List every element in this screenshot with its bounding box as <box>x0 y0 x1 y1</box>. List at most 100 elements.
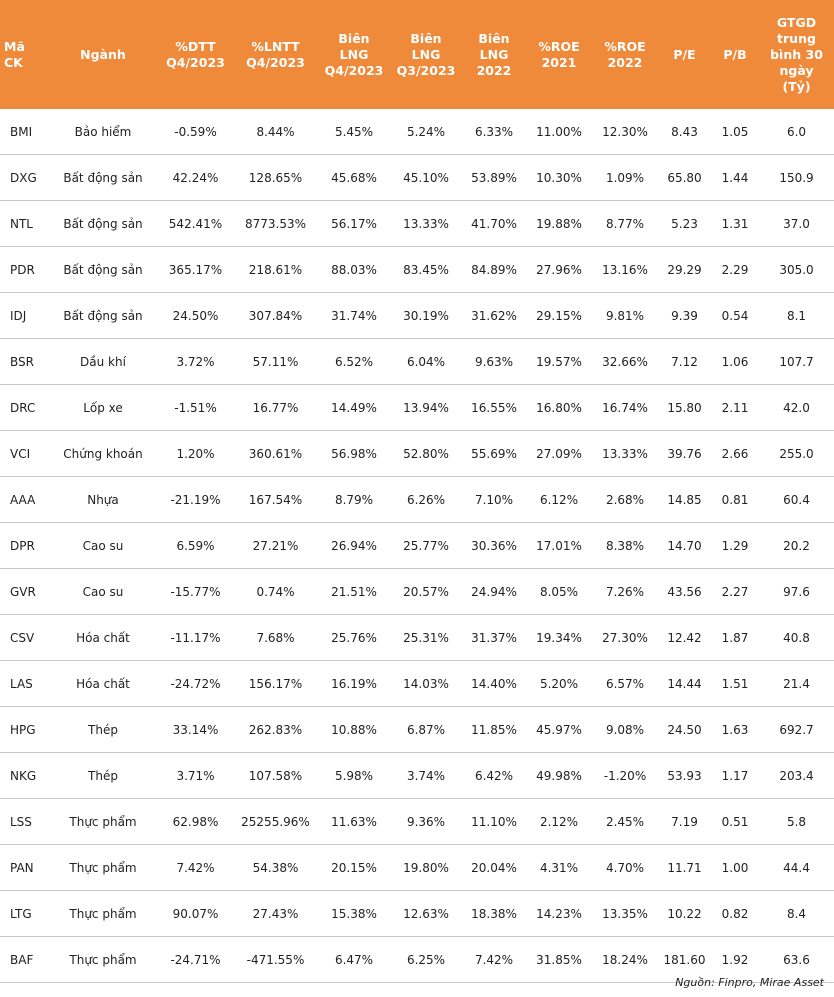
table-cell: 45.10% <box>390 154 462 201</box>
table-cell: 1.63 <box>711 706 759 753</box>
table-cell: 53.93 <box>658 752 711 799</box>
table-row: IDJ Bất động sản 24.50% 307.84% 31.74% 30.19%… <box>0 292 834 339</box>
table-cell: 27.30% <box>592 614 658 661</box>
table-cell: 18.24% <box>592 936 658 983</box>
table-row: HPG Thép 33.14% 262.83% 10.88% 6.87% 11.85% 45.… <box>0 706 834 753</box>
cell-ticker: BAF <box>0 936 48 983</box>
cell-industry: Bất động sản <box>48 200 158 247</box>
table-cell: 6.47% <box>318 936 390 983</box>
table-cell: 1.09% <box>592 154 658 201</box>
table-cell: 84.89% <box>462 246 526 293</box>
table-cell: 6.52% <box>318 338 390 385</box>
table-cell: 15.38% <box>318 890 390 937</box>
cell-industry: Nhựa <box>48 476 158 523</box>
table-row: NTL Bất động sản 542.41% 8773.53% 56.17% 13.3… <box>0 200 834 247</box>
table-cell: 83.45% <box>390 246 462 293</box>
table-cell: 8.77% <box>592 200 658 247</box>
table-cell: 6.59% <box>158 522 233 569</box>
table-cell: 7.42% <box>462 936 526 983</box>
table-row: LAS Hóa chất -24.72% 156.17% 16.19% 14.03% 14.… <box>0 660 834 707</box>
table-cell: 52.80% <box>390 430 462 477</box>
table-cell: 6.57% <box>592 660 658 707</box>
table-cell: 45.68% <box>318 154 390 201</box>
table-cell: -1.20% <box>592 752 658 799</box>
table-cell: 10.30% <box>526 154 592 201</box>
table-cell: -24.71% <box>158 936 233 983</box>
table-cell: 255.0 <box>759 430 834 477</box>
table-cell: 97.6 <box>759 568 834 615</box>
table-cell: 8.38% <box>592 522 658 569</box>
table-cell: 16.74% <box>592 384 658 431</box>
table-cell: 15.80 <box>658 384 711 431</box>
table-cell: 1.05 <box>711 109 759 155</box>
table-cell: 5.8 <box>759 798 834 845</box>
table-cell: 13.33% <box>390 200 462 247</box>
table-cell: 6.33% <box>462 109 526 155</box>
table-cell: 4.31% <box>526 844 592 891</box>
table-row: LTG Thực phẩm 90.07% 27.43% 15.38% 12.63% 18.3… <box>0 890 834 937</box>
table-cell: 305.0 <box>759 246 834 293</box>
table-row: DXG Bất động sản 42.24% 128.65% 45.68% 45.10%… <box>0 154 834 201</box>
source-note: Nguồn: Finpro, Mirae Asset <box>675 976 824 989</box>
table-cell: 43.56 <box>658 568 711 615</box>
table-cell: 11.63% <box>318 798 390 845</box>
table-cell: 5.45% <box>318 109 390 155</box>
table-cell: 6.26% <box>390 476 462 523</box>
table-cell: 2.27 <box>711 568 759 615</box>
cell-ticker: LAS <box>0 660 48 707</box>
header-nganh: Ngành <box>48 0 158 109</box>
table-cell: 12.30% <box>592 109 658 155</box>
table-cell: 45.97% <box>526 706 592 753</box>
table-cell: 1.92 <box>711 936 759 983</box>
cell-ticker: NKG <box>0 752 48 799</box>
table-row: NKG Thép 3.71% 107.58% 5.98% 3.74% 6.42% 49.98%… <box>0 752 834 799</box>
table-cell: -1.51% <box>158 384 233 431</box>
table-cell: 20.15% <box>318 844 390 891</box>
table-cell: 107.7 <box>759 338 834 385</box>
table-cell: 17.01% <box>526 522 592 569</box>
table-cell: -21.19% <box>158 476 233 523</box>
cell-ticker: DPR <box>0 522 48 569</box>
table-cell: 24.50 <box>658 706 711 753</box>
table-cell: 63.6 <box>759 936 834 983</box>
table-cell: 167.54% <box>233 476 318 523</box>
table-cell: 8773.53% <box>233 200 318 247</box>
table-cell: 6.12% <box>526 476 592 523</box>
table-cell: 16.55% <box>462 384 526 431</box>
table-row: CSV Hóa chất -11.17% 7.68% 25.76% 25.31% 31.37… <box>0 614 834 661</box>
table-cell: 156.17% <box>233 660 318 707</box>
cell-industry: Cao su <box>48 568 158 615</box>
table-cell: 32.66% <box>592 338 658 385</box>
table-cell: 8.05% <box>526 568 592 615</box>
header-roe-2022: %ROE 2022 <box>592 0 658 109</box>
table-header-row: Mã CK Ngành %DTT Q4/2023 %LNTT Q4/2023 B… <box>0 0 834 109</box>
table-cell: 20.57% <box>390 568 462 615</box>
table-cell: 19.57% <box>526 338 592 385</box>
table-cell: 13.94% <box>390 384 462 431</box>
table-cell: 3.71% <box>158 752 233 799</box>
table-cell: 2.12% <box>526 798 592 845</box>
table-cell: 16.19% <box>318 660 390 707</box>
table-cell: 39.76 <box>658 430 711 477</box>
table-cell: 44.4 <box>759 844 834 891</box>
header-ma-ck: Mã CK <box>0 0 48 109</box>
table-row: PAN Thực phẩm 7.42% 54.38% 20.15% 19.80% 20.04… <box>0 844 834 891</box>
table-cell: 30.36% <box>462 522 526 569</box>
table-cell: 31.85% <box>526 936 592 983</box>
table-cell: 7.26% <box>592 568 658 615</box>
table-cell: 9.81% <box>592 292 658 339</box>
cell-ticker: DXG <box>0 154 48 201</box>
table-body: BMI Bảo hiểm -0.59% 8.44% 5.45% 5.24% 6.33% 11.… <box>0 109 834 983</box>
table-cell: 0.82 <box>711 890 759 937</box>
table-cell: 25.77% <box>390 522 462 569</box>
table-cell: 307.84% <box>233 292 318 339</box>
table-cell: -11.17% <box>158 614 233 661</box>
table-cell: 19.88% <box>526 200 592 247</box>
table-cell: 6.87% <box>390 706 462 753</box>
table-cell: 0.51 <box>711 798 759 845</box>
table-row: BSR Dầu khí 3.72% 57.11% 6.52% 6.04% 9.63% 19.5… <box>0 338 834 385</box>
table-cell: 29.29 <box>658 246 711 293</box>
cell-ticker: LTG <box>0 890 48 937</box>
cell-industry: Bất động sản <box>48 246 158 293</box>
table-cell: 262.83% <box>233 706 318 753</box>
